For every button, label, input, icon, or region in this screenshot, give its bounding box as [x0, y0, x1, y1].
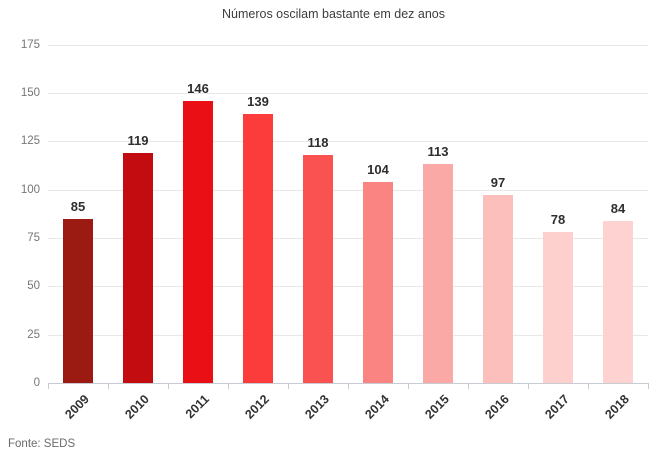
chart-title: Números oscilam bastante em dez anos: [221, 7, 446, 21]
bar-2013: [303, 154, 333, 383]
x-axis-year-label: 2015: [422, 392, 452, 422]
y-axis-tick-label: 75: [27, 231, 40, 244]
axis-tick: [408, 383, 409, 389]
x-axis-year-label: 2014: [362, 392, 392, 422]
bar-value-label: 84: [610, 200, 626, 216]
gridline: [48, 189, 648, 191]
y-axis-tick-label: 175: [20, 38, 40, 51]
x-axis-year-label: 2009: [62, 392, 92, 422]
bar-value-label: 118: [307, 134, 329, 150]
gridline: [48, 92, 648, 94]
axis-tick: [648, 383, 649, 389]
source-note: Fonte: SEDS: [8, 438, 76, 450]
bar-2010: [123, 152, 153, 383]
y-axis-tick-label: 125: [20, 135, 40, 148]
axis-tick: [168, 383, 169, 389]
axis-tick: [288, 383, 289, 389]
bar-value-label: 104: [367, 161, 389, 177]
x-axis-year-label: 2010: [122, 392, 152, 422]
x-axis-year-label: 2018: [602, 392, 632, 422]
bar-value-label: 113: [427, 144, 449, 160]
bar-2018: [603, 220, 633, 383]
axis-tick: [228, 383, 229, 389]
bar-value-label: 139: [247, 94, 269, 110]
x-axis-year-label: 2017: [542, 392, 572, 422]
axis-tick: [468, 383, 469, 389]
axis-tick: [528, 383, 529, 389]
bar-2015: [423, 164, 453, 383]
y-axis-tick-label: 50: [27, 280, 40, 293]
bar-value-label: 78: [550, 212, 566, 228]
bar-value-label: 119: [127, 132, 149, 148]
y-axis-tick-label: 150: [20, 86, 40, 99]
x-axis-year-label: 2013: [302, 392, 332, 422]
x-axis-year-label: 2016: [482, 392, 512, 422]
y-axis-tick-label: 0: [33, 377, 40, 389]
x-axis-year-label: 2011: [182, 392, 212, 422]
bar-2009: [63, 218, 93, 383]
gridline: [48, 141, 648, 143]
axis-tick: [48, 383, 49, 389]
bar-value-label: 146: [187, 80, 209, 96]
gridline: [48, 237, 648, 239]
y-axis-tick-label: 100: [20, 183, 40, 196]
gridline: [48, 334, 648, 336]
y-axis-tick-label: 25: [27, 328, 40, 341]
axis-tick: [348, 383, 349, 389]
gridline: [48, 44, 648, 46]
axis-tick: [588, 383, 589, 389]
x-axis-year-label: 2012: [242, 392, 272, 422]
bar-2012: [243, 114, 273, 383]
bar-2016: [483, 195, 513, 383]
bar-2017: [543, 232, 573, 383]
bar-2011: [183, 100, 213, 383]
axis-tick: [108, 383, 109, 389]
bar-2014: [363, 181, 393, 383]
bar-value-label: 85: [70, 198, 86, 214]
gridline: [48, 286, 648, 288]
bar-value-label: 97: [490, 175, 506, 191]
